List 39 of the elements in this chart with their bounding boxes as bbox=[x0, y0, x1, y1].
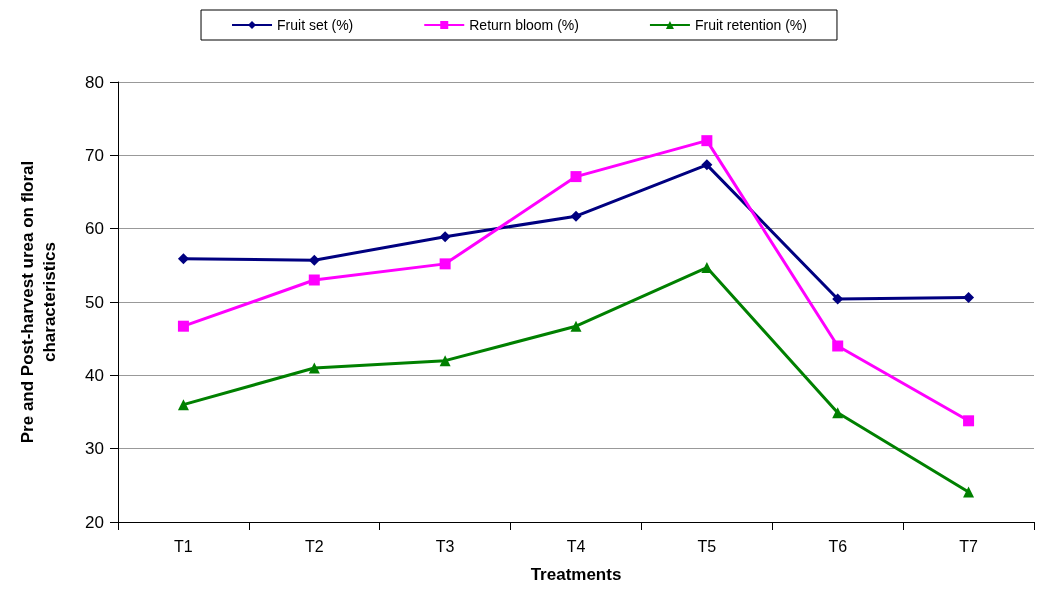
point bbox=[570, 171, 582, 183]
legend-label: Fruit set (%) bbox=[277, 17, 354, 33]
point bbox=[308, 274, 320, 286]
point bbox=[308, 362, 320, 374]
point bbox=[439, 258, 451, 270]
point bbox=[570, 320, 582, 332]
point bbox=[308, 254, 320, 266]
y-tick-label: 40 bbox=[85, 365, 104, 385]
x-axis-title: Treatments bbox=[530, 565, 622, 584]
y-axis-title: Pre and Post-harvest urea on floral characteristics bbox=[17, 160, 59, 444]
point bbox=[963, 292, 975, 304]
x-tick-label: T7 bbox=[959, 537, 979, 555]
y-tick-label: 80 bbox=[85, 72, 104, 92]
point bbox=[963, 415, 975, 427]
y-tick-label: 70 bbox=[85, 145, 104, 165]
point bbox=[177, 399, 189, 411]
x-tick-label: T3 bbox=[435, 537, 455, 555]
legend-label: Return bloom (%) bbox=[469, 17, 579, 33]
point bbox=[832, 340, 844, 352]
point bbox=[963, 486, 975, 498]
x-tick-label: T5 bbox=[697, 537, 717, 555]
y-tick-label: 30 bbox=[85, 439, 104, 459]
y-tick-label: 20 bbox=[85, 512, 104, 532]
point bbox=[832, 407, 844, 419]
point bbox=[701, 135, 713, 147]
y-tick-label: 60 bbox=[85, 219, 104, 239]
legend-label: Fruit retention (%) bbox=[694, 17, 807, 33]
y-tick-label: 50 bbox=[85, 292, 104, 312]
point bbox=[701, 159, 713, 171]
x-tick-label: T2 bbox=[304, 537, 324, 555]
point bbox=[570, 210, 582, 222]
point bbox=[177, 320, 189, 332]
point bbox=[701, 262, 713, 274]
point bbox=[177, 253, 189, 265]
x-tick-label: T1 bbox=[174, 537, 193, 555]
point bbox=[439, 231, 451, 243]
point bbox=[439, 355, 451, 367]
x-tick-label: T4 bbox=[566, 537, 586, 555]
x-tick-label: T6 bbox=[828, 537, 848, 555]
